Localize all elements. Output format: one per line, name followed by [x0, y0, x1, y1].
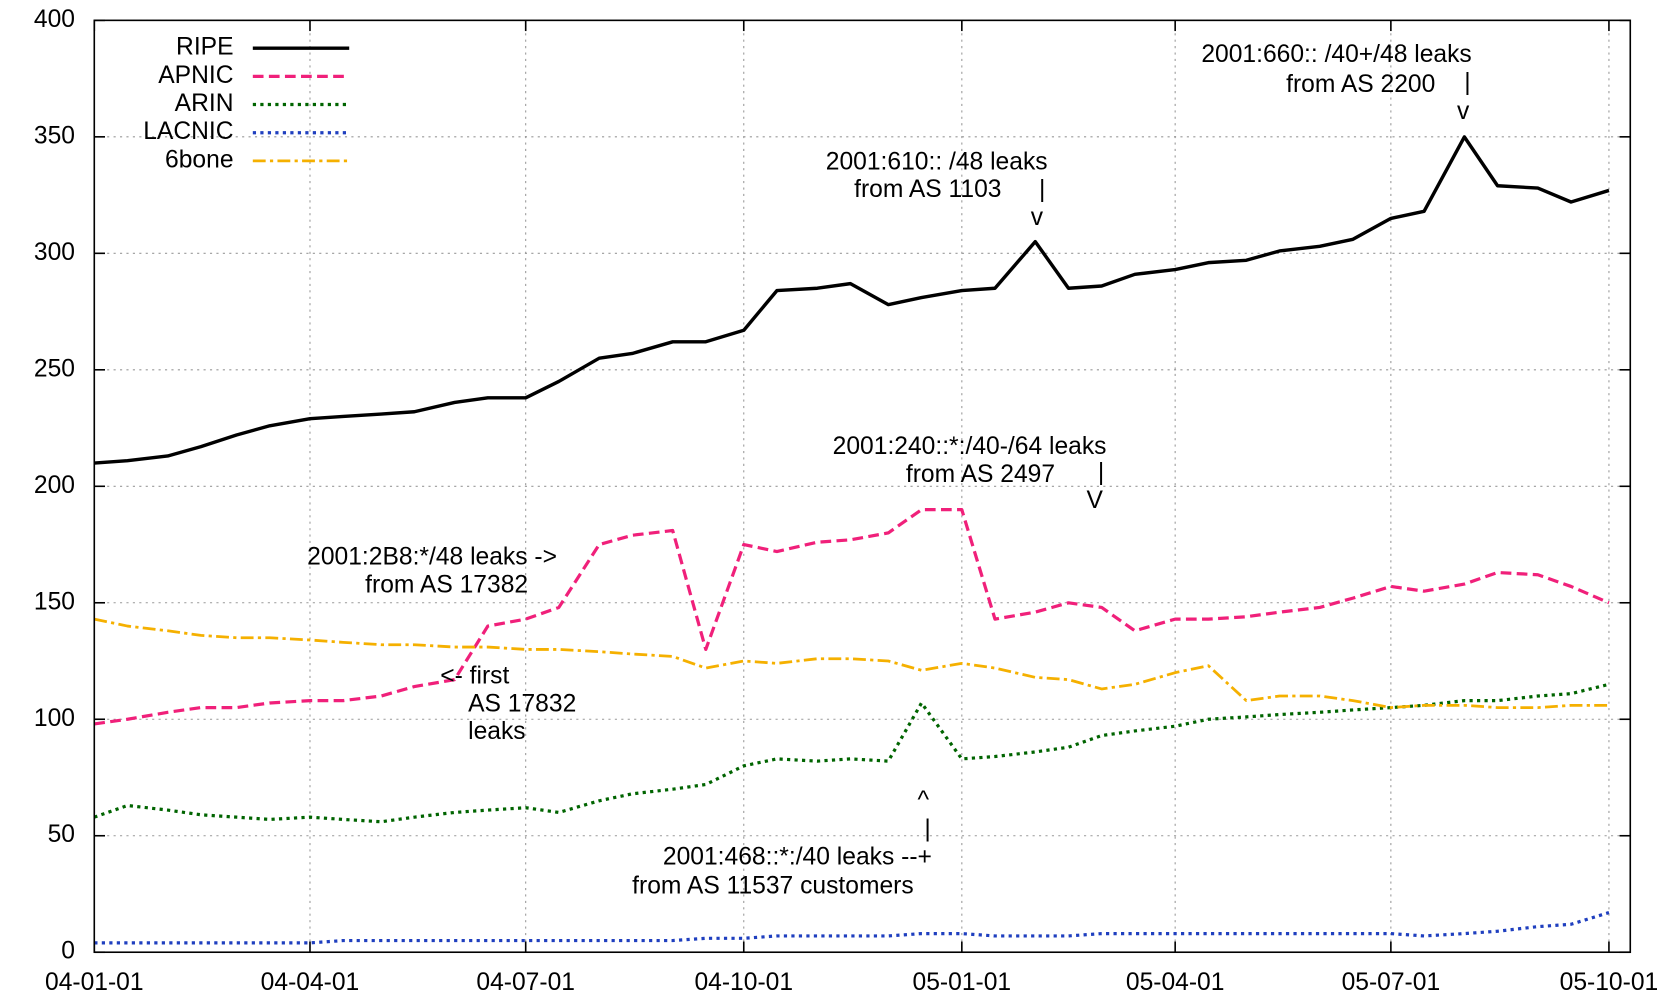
annotation: from AS 1103 — [854, 176, 1001, 203]
legend-label: LACNIC — [143, 118, 233, 145]
x-tick-label: 04-10-01 — [694, 969, 793, 994]
annotation: ^ — [918, 787, 930, 814]
x-tick-label: 05-04-01 — [1126, 969, 1225, 994]
annotation: 2001:610:: /48 leaks — [826, 148, 1048, 175]
annotation: v — [1457, 98, 1470, 125]
annotation: from AS 2497 — [906, 461, 1055, 488]
annotation: v — [1031, 204, 1044, 231]
annotation: 2001:660:: /40+/48 leaks — [1201, 41, 1471, 68]
annotation: V — [1086, 487, 1103, 514]
x-tick-label: 05-10-01 — [1560, 969, 1659, 994]
y-tick-label: 200 — [34, 472, 75, 499]
annotation: | — [1039, 176, 1045, 203]
annotation: 2001:468::*:/40 leaks --+ — [663, 843, 932, 870]
x-tick-label: 05-07-01 — [1342, 969, 1441, 994]
annotation: | — [1098, 459, 1104, 486]
legend-label: RIPE — [176, 34, 233, 61]
y-tick-label: 50 — [48, 821, 75, 848]
y-tick-label: 100 — [34, 705, 75, 732]
y-tick-label: 350 — [34, 122, 75, 149]
annotation: leaks — [468, 718, 526, 745]
x-tick-label: 04-07-01 — [476, 969, 575, 994]
series-line — [93, 617, 1609, 709]
x-tick-label: 04-04-01 — [261, 969, 360, 994]
series-line — [94, 508, 1610, 726]
series-line — [94, 135, 1610, 465]
legend-label: APNIC — [158, 62, 233, 89]
x-tick-label: 05-01-01 — [913, 969, 1012, 994]
annotation: from AS 2200 — [1286, 71, 1435, 98]
annotation: from AS 11537 customers — [632, 872, 914, 899]
x-tick-label: 04-01-01 — [45, 969, 144, 994]
annotation: AS 17832 — [468, 690, 576, 717]
legend-label: ARIN — [175, 90, 234, 117]
annotation: | — [924, 816, 930, 843]
plot-border — [93, 19, 1632, 954]
annotation: from AS 17382 — [365, 571, 528, 598]
annotation: | — [1464, 69, 1470, 96]
annotation: 2001:2B8:*/48 leaks -> — [307, 544, 557, 571]
y-tick-label: 250 — [34, 355, 75, 382]
y-tick-label: 300 — [34, 239, 75, 266]
annotation: 2001:240::*:/40-/64 leaks — [833, 433, 1107, 460]
series-line — [93, 682, 1610, 824]
legend-label: 6bone — [165, 146, 233, 173]
y-tick-label: 150 — [34, 588, 75, 615]
y-tick-label: 0 — [61, 938, 75, 965]
y-tick-label: 400 — [34, 6, 75, 33]
series-line — [94, 911, 1610, 945]
annotation: <- first — [440, 662, 509, 689]
